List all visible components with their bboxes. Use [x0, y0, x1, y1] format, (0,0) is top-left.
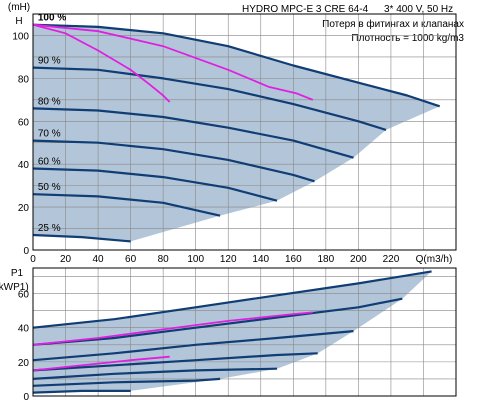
power-curve-90pct [32, 297, 403, 346]
power-y-tick-label: 0 [23, 392, 29, 400]
head-curve-50pct [32, 193, 221, 217]
x-tick-label: 120 [220, 254, 237, 265]
product-title: HYDRO MPC-E 3 CRE 64-4 [242, 4, 369, 15]
head-y-tick-label: 60 [18, 117, 30, 128]
head-loss-curve [32, 23, 314, 101]
p1-axis-label: P1 [11, 268, 24, 279]
series-label: 90 % [38, 56, 61, 67]
x-axis-label: Q(m3/h) [416, 254, 453, 265]
supply-label: 3* 400 V, 50 Hz [384, 4, 453, 15]
x-tick-label: 0 [30, 254, 36, 265]
head-curve-60pct [32, 167, 278, 202]
h-axis-unit: (mH) [8, 2, 30, 13]
head-curve-90pct [32, 66, 387, 131]
head-y-tick-label: 100 [12, 31, 29, 42]
head-curve-80pct [32, 107, 354, 159]
x-tick-label: 80 [158, 254, 170, 265]
power-operating-region [33, 271, 432, 393]
power-y-tick-label: 40 [18, 324, 30, 335]
head-y-tick-label: 0 [23, 246, 29, 257]
series-label: 80 % [38, 96, 61, 107]
x-tick-label: 100 [187, 254, 204, 265]
head-operating-region [33, 24, 440, 242]
head-y-tick-label: 20 [18, 203, 30, 214]
power-loss-curve [32, 355, 170, 372]
head-curve-25pct [32, 233, 131, 243]
power-loss-curve [32, 311, 313, 346]
series-label: 70 % [38, 129, 61, 140]
p1-axis-unit: (kWP1) [0, 282, 29, 293]
head-chart: 100 % 90 % 80 % 70 % 60 % 50 % 25 % 0 20 40 60 80 10… [12, 13, 457, 265]
losses-note: Потеря в фитингах и клапанах [322, 18, 464, 30]
x-tick-label: 20 [60, 254, 72, 265]
head-y-tick-label: 40 [18, 160, 30, 171]
power-y-tick-label: 60 [18, 290, 30, 301]
h-axis-label: H [15, 16, 22, 27]
power-curve-80pct [32, 330, 354, 362]
x-tick-label: 40 [93, 254, 105, 265]
power-curve-70pct [32, 352, 318, 372]
power-curve-60pct [32, 367, 278, 380]
x-tick-label: 220 [383, 254, 400, 265]
x-tick-label: 160 [285, 254, 302, 265]
x-tick-label: 200 [350, 254, 367, 265]
x-tick-label: 180 [318, 254, 335, 265]
x-tick-label: 60 [125, 254, 137, 265]
series-label: 60 % [38, 156, 61, 167]
power-y-tick-label: 20 [18, 358, 30, 369]
x-tick-label: 140 [252, 254, 269, 265]
head-loss-curve [32, 23, 171, 103]
density-note: Плотность = 1000 kg/m3 [351, 33, 464, 44]
head-frame [32, 13, 457, 251]
power-chart: 0 20 40 60 [18, 267, 457, 400]
head-y-tick-label: 80 [18, 74, 30, 85]
power-curve-100pct [32, 270, 432, 329]
power-curve-50pct [32, 377, 221, 387]
series-label: 100 % [38, 13, 66, 24]
head-curve-70pct [32, 139, 315, 183]
power-frame [32, 267, 457, 397]
head-curve-100pct [32, 23, 441, 108]
series-label: 25 % [38, 223, 61, 234]
power-curve-25pct [32, 389, 131, 394]
series-label: 50 % [38, 182, 61, 193]
